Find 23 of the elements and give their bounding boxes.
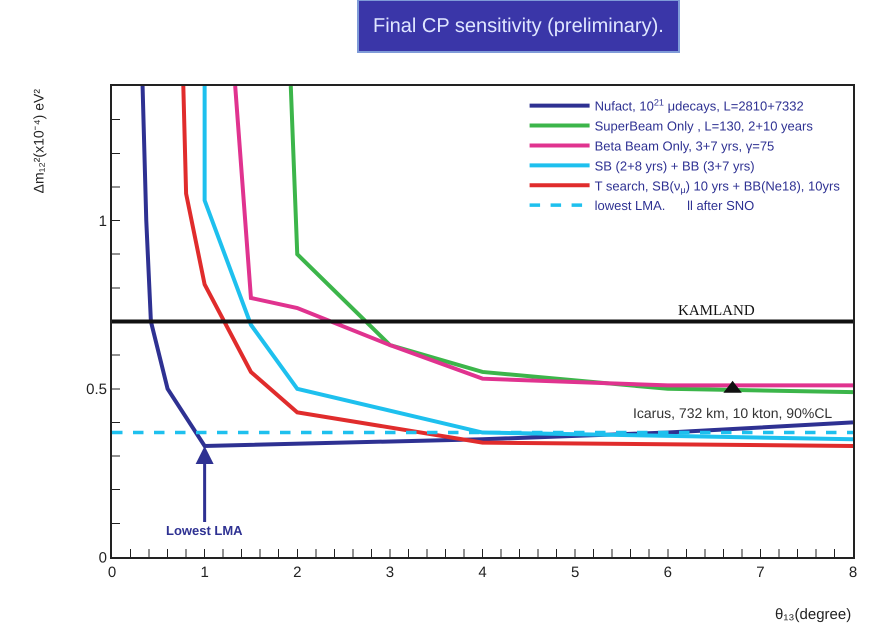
- legend-label: Beta Beam Only, 3+7 yrs, γ=75: [594, 138, 774, 154]
- annotation: Icarus, 732 km, 10 kton, 90%CL: [633, 405, 832, 421]
- x-tick-label: 5: [570, 564, 580, 581]
- x-tick-label: 8: [848, 564, 858, 581]
- y-tick-label: 0.5: [86, 381, 107, 398]
- x-axis-title: θ₁₃(degree): [775, 606, 852, 623]
- x-tick-label: 4: [478, 564, 487, 581]
- legend-label: SB (2+8 yrs) + BB (3+7 yrs): [594, 158, 755, 174]
- x-tick-label: 7: [756, 564, 765, 581]
- x-tick-label: 3: [386, 564, 394, 581]
- legend-label: Nufact, 10$^{21}$ μdecays, L=2810+7332: [594, 97, 804, 114]
- y-tick-label: 0: [98, 549, 107, 566]
- y-axis-title: Δm₁₂²(x10⁻⁴) eV²: [30, 88, 46, 194]
- x-tick-label: 6: [664, 564, 672, 581]
- legend-label: lowest LMA. ll after SNO: [594, 198, 754, 214]
- x-tick-label: 1: [200, 564, 209, 581]
- legend-label: T search, SB(ν$_{μ}$) 10 yrs + BB(Ne18), 10yrs: [594, 178, 840, 196]
- ref-line-label: KAMLAND: [678, 303, 755, 319]
- x-tick-label: 2: [293, 564, 302, 581]
- annotation: Lowest LMA: [166, 523, 244, 538]
- y-tick-label: 1: [98, 212, 107, 230]
- legend-label: SuperBeam Only , L=130, 2+10 years: [594, 118, 814, 134]
- chart-title: Final CP sensitivity (preliminary).: [373, 15, 664, 37]
